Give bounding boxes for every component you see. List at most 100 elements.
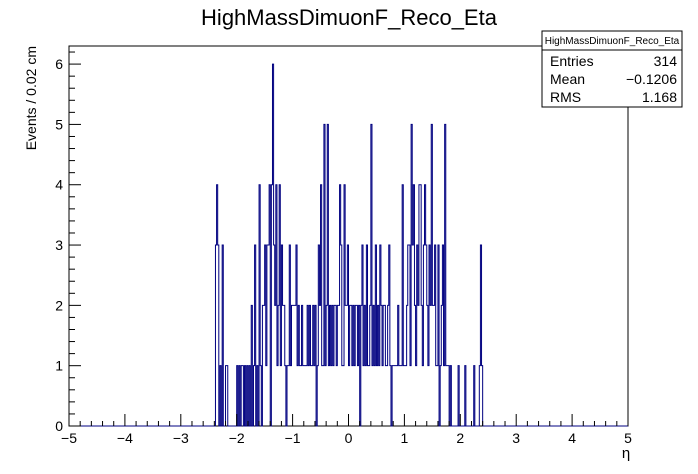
x-tick-label: −1 (285, 430, 301, 446)
histogram-bin (374, 366, 375, 426)
histogram-bin (305, 366, 306, 426)
y-tick-label: 3 (55, 237, 63, 253)
histogram-bin (352, 366, 353, 426)
x-axis: −5 −4 −3 −2 −1 0 1 2 3 4 5 (61, 414, 632, 446)
histogram-bin (410, 366, 411, 426)
histogram-bin (322, 366, 323, 426)
histogram-bin (394, 366, 395, 426)
histogram-bin (308, 366, 309, 426)
histogram-bin (264, 305, 265, 426)
histogram-bin (345, 305, 346, 426)
histogram-bin (275, 305, 276, 426)
y-tick-label: 1 (55, 358, 63, 374)
histogram-bin (319, 305, 320, 426)
y-tick-label: 2 (55, 297, 63, 313)
stats-rms-label: RMS (550, 89, 581, 105)
y-tick-label: 5 (55, 116, 63, 132)
histogram-bin (406, 366, 407, 426)
histogram-bin (446, 366, 447, 426)
histogram-bin (400, 366, 401, 426)
histogram-bin (379, 366, 380, 426)
histogram-bin (333, 366, 334, 426)
x-tick-label: 5 (624, 430, 632, 446)
chart-title: HighMassDimuonF_Reco_Eta (201, 5, 498, 30)
stats-box-name: HighMassDimuonF_Reco_Eta (545, 36, 680, 47)
histogram-bin (343, 366, 344, 426)
histogram-bin (312, 366, 313, 426)
y-tick-label: 6 (55, 56, 63, 72)
histogram-bin (306, 366, 307, 426)
histogram-bin (432, 305, 433, 426)
histogram-bin (412, 245, 413, 426)
x-tick-label: −4 (117, 430, 133, 446)
histogram-bin (428, 366, 429, 426)
y-tick-label: 0 (55, 418, 63, 434)
histogram-bin (297, 366, 298, 426)
histogram-bin (387, 366, 388, 426)
histogram-bin (369, 366, 370, 426)
histogram-bin (338, 305, 339, 426)
x-axis-label: η (622, 445, 630, 462)
histogram-bin (303, 366, 304, 426)
stats-mean-label: Mean (550, 71, 585, 87)
histogram-bin (430, 305, 431, 426)
histogram-bin (266, 366, 267, 426)
histogram-bin (288, 366, 289, 426)
x-tick-label: 4 (568, 430, 576, 446)
x-tick-label: 0 (345, 430, 353, 446)
stats-box-border (541, 30, 683, 108)
histogram-bin (393, 366, 394, 426)
histogram-bin (342, 366, 343, 426)
histogram-bin (346, 305, 347, 426)
histogram-bin (372, 366, 373, 426)
histogram-bin (395, 366, 396, 426)
histogram-bin (323, 366, 324, 426)
histogram-bin (444, 366, 445, 426)
histogram-bin (290, 366, 291, 426)
histogram-outline (69, 63, 628, 427)
stats-entries-value: 314 (654, 53, 678, 69)
histogram-bin (280, 366, 281, 426)
histogram-bin (283, 305, 284, 426)
x-tick-label: −5 (61, 430, 77, 446)
stats-mean-value: −0.1206 (626, 71, 677, 87)
x-tick-label: 3 (512, 430, 520, 446)
histogram-bin (268, 245, 269, 426)
x-tick-label: 2 (456, 430, 464, 446)
histogram-bin (336, 366, 337, 426)
histogram-bin (310, 366, 311, 426)
histogram-bin (382, 366, 383, 426)
histogram-bin (447, 366, 448, 426)
histogram-bin (385, 366, 386, 426)
histogram-bin (300, 366, 301, 426)
y-axis: 0 1 2 3 4 5 6 (55, 51, 81, 434)
histogram-bars (69, 63, 628, 427)
stats-rms-value: 1.168 (642, 89, 677, 105)
histogram-bin (299, 366, 300, 426)
histogram-bin (422, 366, 423, 426)
y-axis-label: Events / 0.02 cm (23, 46, 39, 150)
histogram-bin (365, 366, 366, 426)
histogram-bin (437, 366, 438, 426)
histogram-bin (314, 366, 315, 426)
histogram-bin (433, 305, 434, 426)
x-tick-label: −2 (229, 430, 245, 446)
histogram-bin (363, 366, 364, 426)
stats-box: HighMassDimuonF_Reco_Eta Entries 314 Mea… (541, 30, 683, 108)
histogram-bin (368, 366, 369, 426)
histogram-bin (331, 366, 332, 426)
histogram-bin (418, 305, 419, 426)
y-tick-label: 4 (55, 177, 63, 193)
histogram-bin (436, 366, 437, 426)
stats-entries-label: Entries (550, 53, 594, 69)
histogram-bin (401, 366, 402, 426)
histogram-bin (357, 366, 358, 426)
histogram-bin (295, 305, 296, 426)
histogram-bin (416, 366, 417, 426)
histogram-bin (354, 366, 355, 426)
histogram-bin (304, 366, 305, 426)
x-tick-label: −3 (173, 430, 189, 446)
x-tick-label: 1 (401, 430, 409, 446)
histogram-bin (399, 366, 400, 426)
